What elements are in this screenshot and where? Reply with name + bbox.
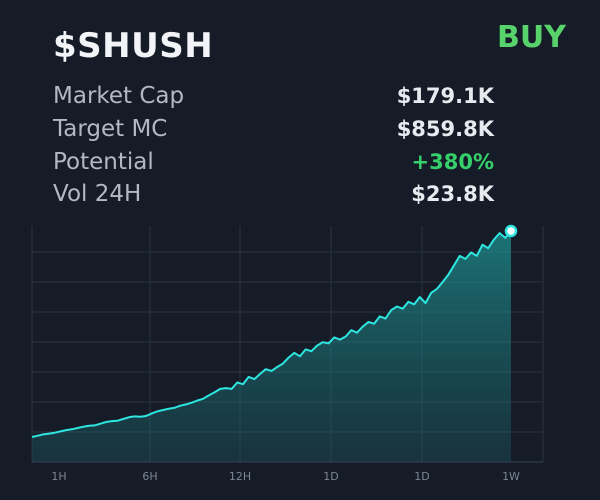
x-tick-label-1: 6H [142, 470, 157, 483]
x-tick-label-2: 12H [229, 470, 251, 483]
stat-label-target-mc: Target MC [53, 116, 168, 142]
x-axis-ticks: 1H 6H 12H 1D 1D 1W [51, 470, 520, 483]
buy-button[interactable]: BUY [497, 20, 566, 55]
x-tick-label-4: 1D [414, 470, 429, 483]
x-tick-label-0: 1H [51, 470, 66, 483]
chart-area-fill [32, 231, 511, 462]
stat-value-potential: +380% [411, 150, 494, 174]
stat-value-vol-24h: $23.8K [411, 182, 494, 206]
stat-label-market-cap: Market Cap [53, 83, 185, 109]
stat-value-target-mc: $859.8K [396, 117, 494, 141]
x-tick-label-3: 1D [323, 470, 338, 483]
x-tick-label-5: 1W [502, 470, 520, 483]
stat-value-market-cap: $179.1K [396, 84, 494, 108]
chart-end-marker [504, 224, 518, 238]
ticker-title: $SHUSH [53, 26, 214, 66]
stat-label-vol-24h: Vol 24H [53, 181, 142, 207]
stat-label-potential: Potential [53, 149, 154, 175]
chart-price-line [31, 230, 512, 438]
